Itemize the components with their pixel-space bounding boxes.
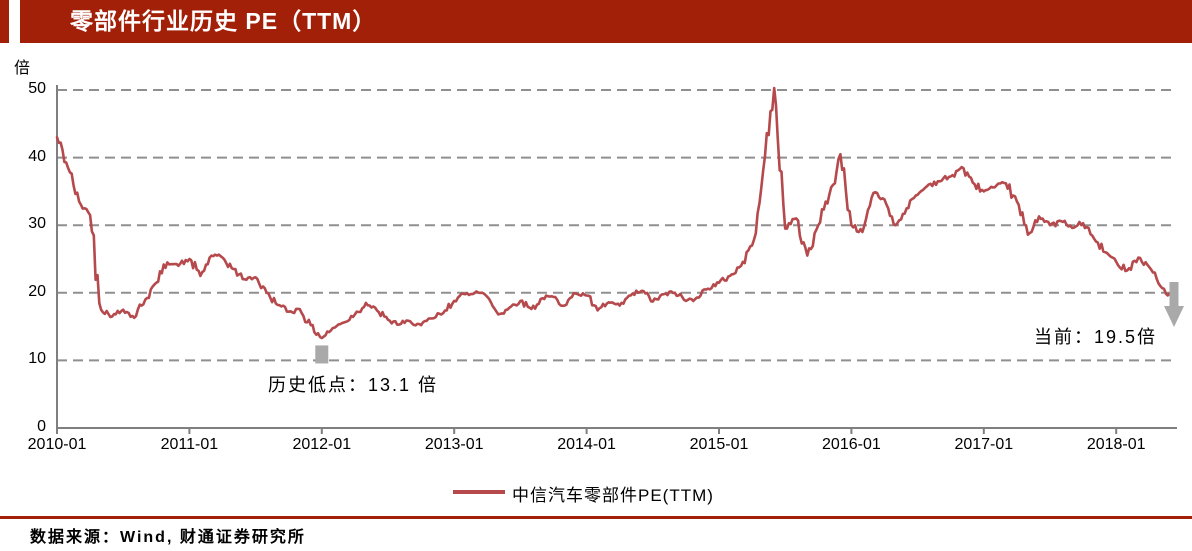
y-tick-label: 10 xyxy=(28,350,46,368)
y-tick-label: 40 xyxy=(28,147,46,165)
footer-divider-rule xyxy=(0,516,1192,519)
x-tick-label: 2017-01 xyxy=(954,436,1014,453)
y-tick-label: 20 xyxy=(28,282,46,300)
legend-label: 中信汽车零部件PE(TTM) xyxy=(512,486,714,505)
current-value-annotation: 当前：19.5倍 xyxy=(1034,327,1158,347)
gridlines xyxy=(57,89,1177,362)
axes xyxy=(56,85,1177,434)
historical-low-square-marker xyxy=(315,345,329,364)
x-tick-label: 2018-01 xyxy=(1086,436,1146,453)
figure-header-band xyxy=(20,0,1192,43)
y-tick-label: 50 xyxy=(28,80,46,97)
y-tick-label: 30 xyxy=(28,215,46,233)
data-source-text: 数据来源：Wind, 财通证券研究所 xyxy=(30,529,306,546)
x-tick-label: 2012-01 xyxy=(292,436,352,453)
x-tick-label: 2011-01 xyxy=(160,436,219,453)
historical-low-annotation: 历史低点：13.1 倍 xyxy=(268,375,439,395)
x-tick-label: 2013-01 xyxy=(424,436,484,453)
legend-line-swatch xyxy=(453,490,505,494)
x-tick-label: 2014-01 xyxy=(557,436,616,453)
annotation-markers xyxy=(315,282,1184,364)
x-tick-label: 2016-01 xyxy=(822,436,881,453)
x-tick-label: 2015-01 xyxy=(689,436,749,453)
x-tick-label: 2010-01 xyxy=(27,436,87,453)
current-value-down-arrow-icon xyxy=(1164,282,1184,327)
header-accent-block xyxy=(0,0,9,43)
pe-series-line xyxy=(55,86,1173,340)
figure-title: 零部件行业历史 PE（TTM） xyxy=(70,8,377,34)
y-tick-label: 0 xyxy=(37,418,46,435)
y-axis-unit-label: 倍 xyxy=(14,60,31,77)
